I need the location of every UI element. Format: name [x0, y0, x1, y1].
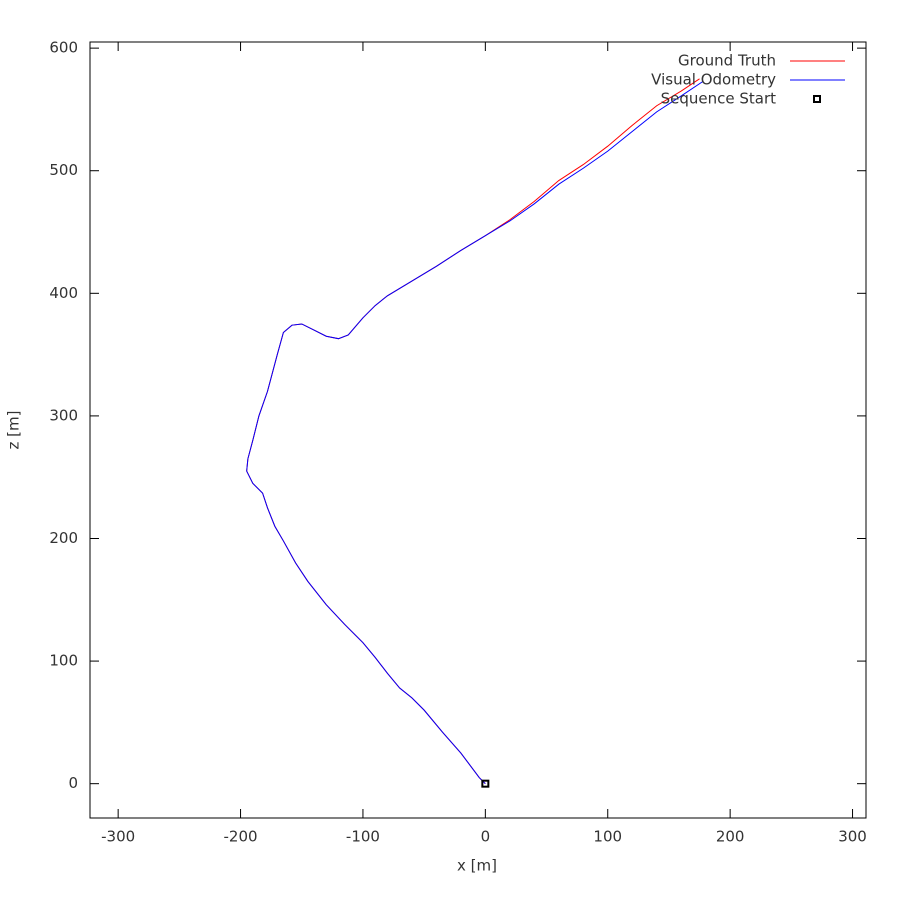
x-tick-label: 100 — [593, 828, 622, 846]
y-axis-label: z [m] — [5, 411, 23, 450]
legend-label: Sequence Start — [661, 90, 777, 108]
x-tick-label: 0 — [481, 828, 491, 846]
x-axis-label: x [m] — [457, 857, 497, 875]
y-tick-label: 600 — [49, 39, 78, 57]
y-tick-label: 100 — [49, 652, 78, 670]
plot-frame — [89, 41, 867, 819]
y-tick-label: 400 — [49, 284, 78, 302]
y-tick-label: 200 — [49, 529, 78, 547]
trajectory-line — [246, 80, 704, 785]
legend-marker — [813, 95, 821, 103]
start-marker — [481, 779, 490, 788]
x-tick-label: 200 — [716, 828, 745, 846]
y-tick-label: 300 — [49, 406, 78, 424]
y-tick-label: 500 — [49, 161, 78, 179]
legend-label: Ground Truth — [678, 52, 776, 70]
x-tick-label: -100 — [346, 828, 380, 846]
legend-label: Visual Odometry — [651, 71, 776, 89]
y-tick-label: 0 — [68, 774, 78, 792]
x-tick-label: 300 — [838, 828, 867, 846]
x-tick-label: -200 — [224, 828, 258, 846]
x-tick-label: -300 — [101, 828, 135, 846]
